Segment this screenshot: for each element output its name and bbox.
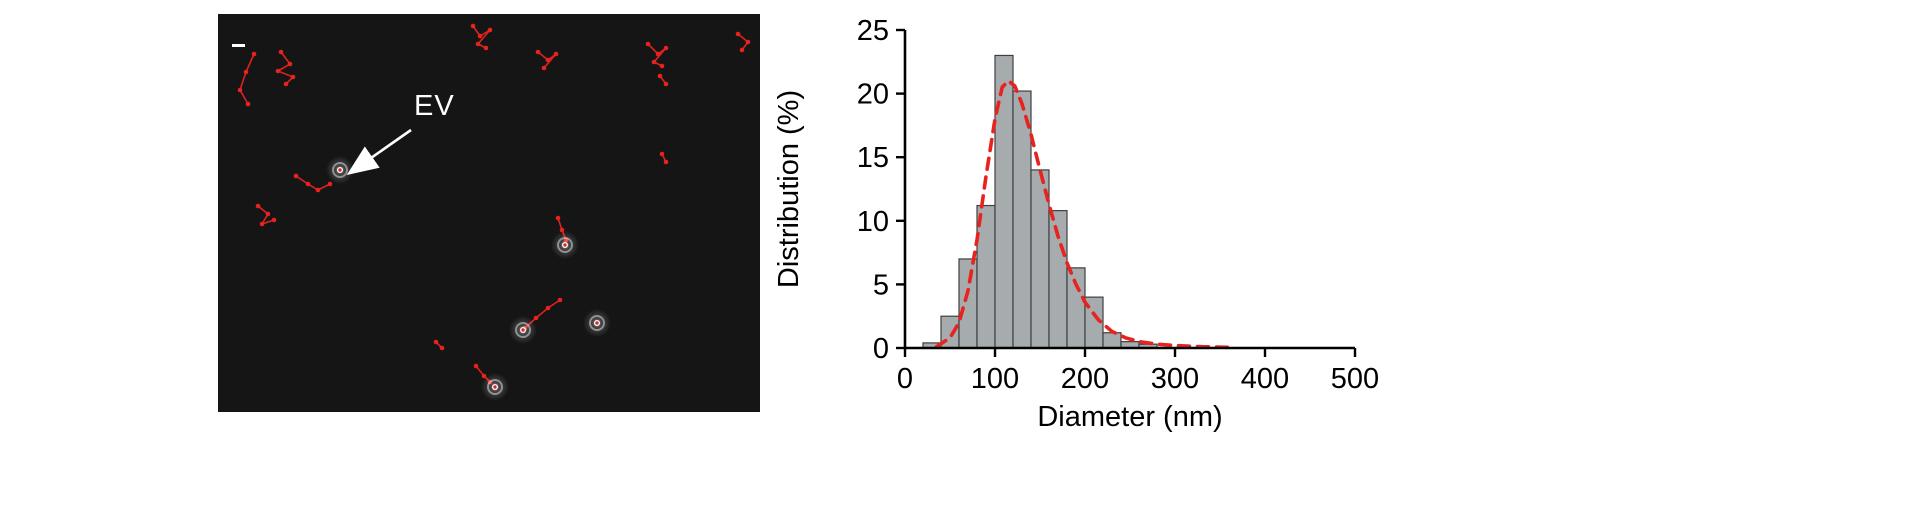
track-point	[545, 57, 551, 63]
track-point	[251, 51, 257, 57]
ev-arrow	[346, 128, 412, 175]
particle-track	[239, 53, 255, 105]
histogram-bar	[1012, 90, 1032, 349]
size-distribution-chart-canvas: 0 100 200 300 400 500 0 5 10 15 20 25 Diameter (nm) D…	[773, 15, 1379, 433]
vesicle-center-dot	[595, 321, 599, 325]
y-tick-label: 10	[857, 206, 889, 238]
track-point	[293, 173, 299, 179]
track-point	[271, 217, 277, 223]
track-point	[259, 221, 265, 227]
vesicle-ring	[557, 237, 573, 253]
track-point	[315, 187, 321, 193]
vesicle-center-dot	[563, 243, 567, 247]
vesicle-center-dot	[521, 328, 525, 332]
track-point	[470, 23, 476, 29]
y-tick-label: 25	[857, 15, 889, 47]
x-tick-label: 400	[1241, 363, 1289, 395]
track-point	[645, 41, 651, 47]
track-point	[735, 31, 741, 37]
histogram-bar	[994, 54, 1014, 349]
track-point	[553, 51, 559, 57]
track-point	[243, 69, 249, 75]
track-point	[739, 47, 745, 53]
track-point	[278, 49, 284, 55]
track-point	[433, 339, 439, 345]
y-axis-label: Distribution (%)	[773, 90, 805, 288]
track-point	[275, 68, 281, 74]
track-point	[663, 45, 669, 51]
x-tick-label: 500	[1331, 363, 1379, 395]
track-point	[283, 81, 289, 87]
track-point	[651, 59, 657, 65]
track-point	[475, 41, 481, 47]
track-point	[541, 65, 547, 71]
track-point	[327, 181, 333, 187]
track-point	[290, 74, 296, 80]
x-axis-label: Diameter (nm)	[1037, 401, 1222, 433]
track-point	[557, 297, 563, 303]
x-tick-label: 300	[1151, 363, 1199, 395]
nta-micrograph-canvas	[232, 23, 751, 401]
track-point	[659, 151, 665, 157]
ev-label: EV	[414, 90, 455, 122]
particle-track	[295, 175, 331, 191]
histogram-bar	[958, 258, 978, 349]
track-point	[305, 181, 311, 187]
track-point	[555, 215, 561, 221]
particle-track	[257, 205, 275, 226]
track-point	[487, 27, 493, 33]
track-point	[255, 203, 261, 209]
scale-bar	[232, 44, 245, 47]
vesicle-ring	[589, 315, 605, 331]
histogram-bar	[1102, 332, 1122, 349]
track-point	[659, 63, 665, 69]
y-tick-label: 5	[873, 269, 889, 301]
size-distribution-chart: 0 100 200 300 400 500 0 5 10 15 20 25 Diameter (nm) D…	[760, 5, 1400, 475]
track-point	[533, 315, 539, 321]
track-point	[745, 39, 751, 45]
vesicle-ring	[515, 322, 531, 338]
y-tick-label: 20	[857, 79, 889, 111]
track-point	[473, 363, 479, 369]
y-tick-label: 15	[857, 142, 889, 174]
track-point	[265, 211, 271, 217]
track-point	[477, 33, 483, 39]
track-point	[655, 51, 661, 57]
x-tick-label: 0	[897, 363, 913, 395]
particle-track	[276, 51, 295, 85]
track-point	[439, 345, 445, 351]
track-point	[663, 81, 669, 87]
track-point	[657, 73, 663, 79]
vesicle-center-dot	[493, 385, 497, 389]
vesicle-ring	[487, 379, 503, 395]
vesicle-center-dot	[338, 168, 342, 172]
x-tick-label: 100	[971, 363, 1019, 395]
track-point	[545, 305, 551, 311]
x-tick-label: 200	[1061, 363, 1109, 395]
track-point	[245, 101, 251, 107]
track-point	[663, 159, 669, 165]
nta-micrograph: EV	[218, 14, 760, 412]
track-point	[535, 49, 541, 55]
track-point	[483, 45, 489, 51]
y-tick-label: 0	[873, 333, 889, 365]
track-point	[287, 61, 293, 67]
track-point	[237, 87, 243, 93]
